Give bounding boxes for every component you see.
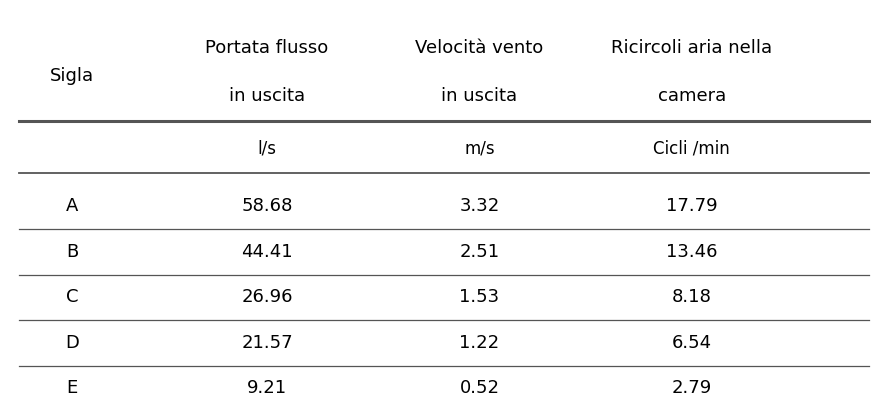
- Text: C: C: [66, 288, 78, 306]
- Text: Cicli /min: Cicli /min: [654, 140, 730, 158]
- Text: Sigla: Sigla: [50, 67, 94, 85]
- Text: in uscita: in uscita: [229, 86, 305, 104]
- Text: 13.46: 13.46: [666, 243, 718, 261]
- Text: 58.68: 58.68: [242, 197, 293, 215]
- Text: m/s: m/s: [464, 140, 495, 158]
- Text: Portata flusso: Portata flusso: [205, 40, 329, 58]
- Text: 21.57: 21.57: [242, 334, 293, 352]
- Text: in uscita: in uscita: [441, 86, 518, 104]
- Text: camera: camera: [658, 86, 726, 104]
- Text: 0.52: 0.52: [459, 380, 499, 398]
- Text: D: D: [66, 334, 79, 352]
- Text: 8.18: 8.18: [672, 288, 712, 306]
- Text: B: B: [66, 243, 78, 261]
- Text: 26.96: 26.96: [242, 288, 293, 306]
- Text: 1.22: 1.22: [459, 334, 499, 352]
- Text: 17.79: 17.79: [666, 197, 718, 215]
- Text: l/s: l/s: [258, 140, 276, 158]
- Text: 9.21: 9.21: [247, 380, 287, 398]
- Text: 44.41: 44.41: [242, 243, 293, 261]
- Text: 6.54: 6.54: [672, 334, 712, 352]
- Text: 2.51: 2.51: [459, 243, 499, 261]
- Text: A: A: [66, 197, 78, 215]
- Text: 2.79: 2.79: [671, 380, 712, 398]
- Text: Ricircoli aria nella: Ricircoli aria nella: [611, 40, 773, 58]
- Text: 3.32: 3.32: [459, 197, 500, 215]
- Text: Velocità vento: Velocità vento: [416, 40, 543, 58]
- Text: 1.53: 1.53: [459, 288, 499, 306]
- Text: E: E: [67, 380, 78, 398]
